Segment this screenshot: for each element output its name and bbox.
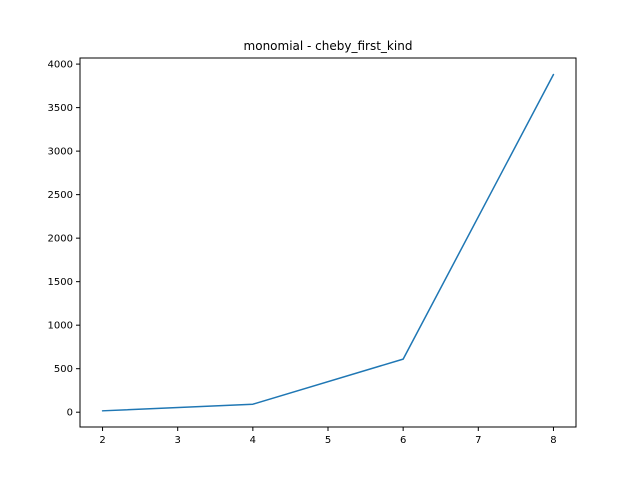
x-tick-label: 7: [475, 435, 481, 446]
x-axis-ticks: 2 3 4 5 6 7 8: [99, 427, 557, 446]
y-tick-label: 2500: [48, 190, 73, 201]
x-tick-label: 4: [250, 435, 256, 446]
x-tick-label: 8: [550, 435, 556, 446]
x-tick-label: 6: [400, 435, 406, 446]
y-axis-ticks: 0 500 1000 1500 2000 2500 3000 3500 4000: [48, 60, 80, 419]
y-tick-label: 3000: [48, 147, 73, 158]
x-tick-label: 2: [99, 435, 105, 446]
y-tick-label: 1000: [48, 321, 73, 332]
y-tick-label: 500: [54, 364, 73, 375]
series-layer: [101, 73, 555, 412]
x-tick-label: 5: [325, 435, 331, 446]
y-tick-label: 3500: [48, 103, 73, 114]
y-tick-label: 0: [67, 408, 73, 419]
x-tick-label: 3: [175, 435, 181, 446]
y-tick-label: 1500: [48, 277, 73, 288]
y-tick-label: 4000: [48, 60, 73, 71]
y-tick-label: 2000: [48, 234, 73, 245]
series-line-0: [101, 73, 555, 412]
chart-title: monomial - cheby_first_kind: [244, 39, 413, 53]
